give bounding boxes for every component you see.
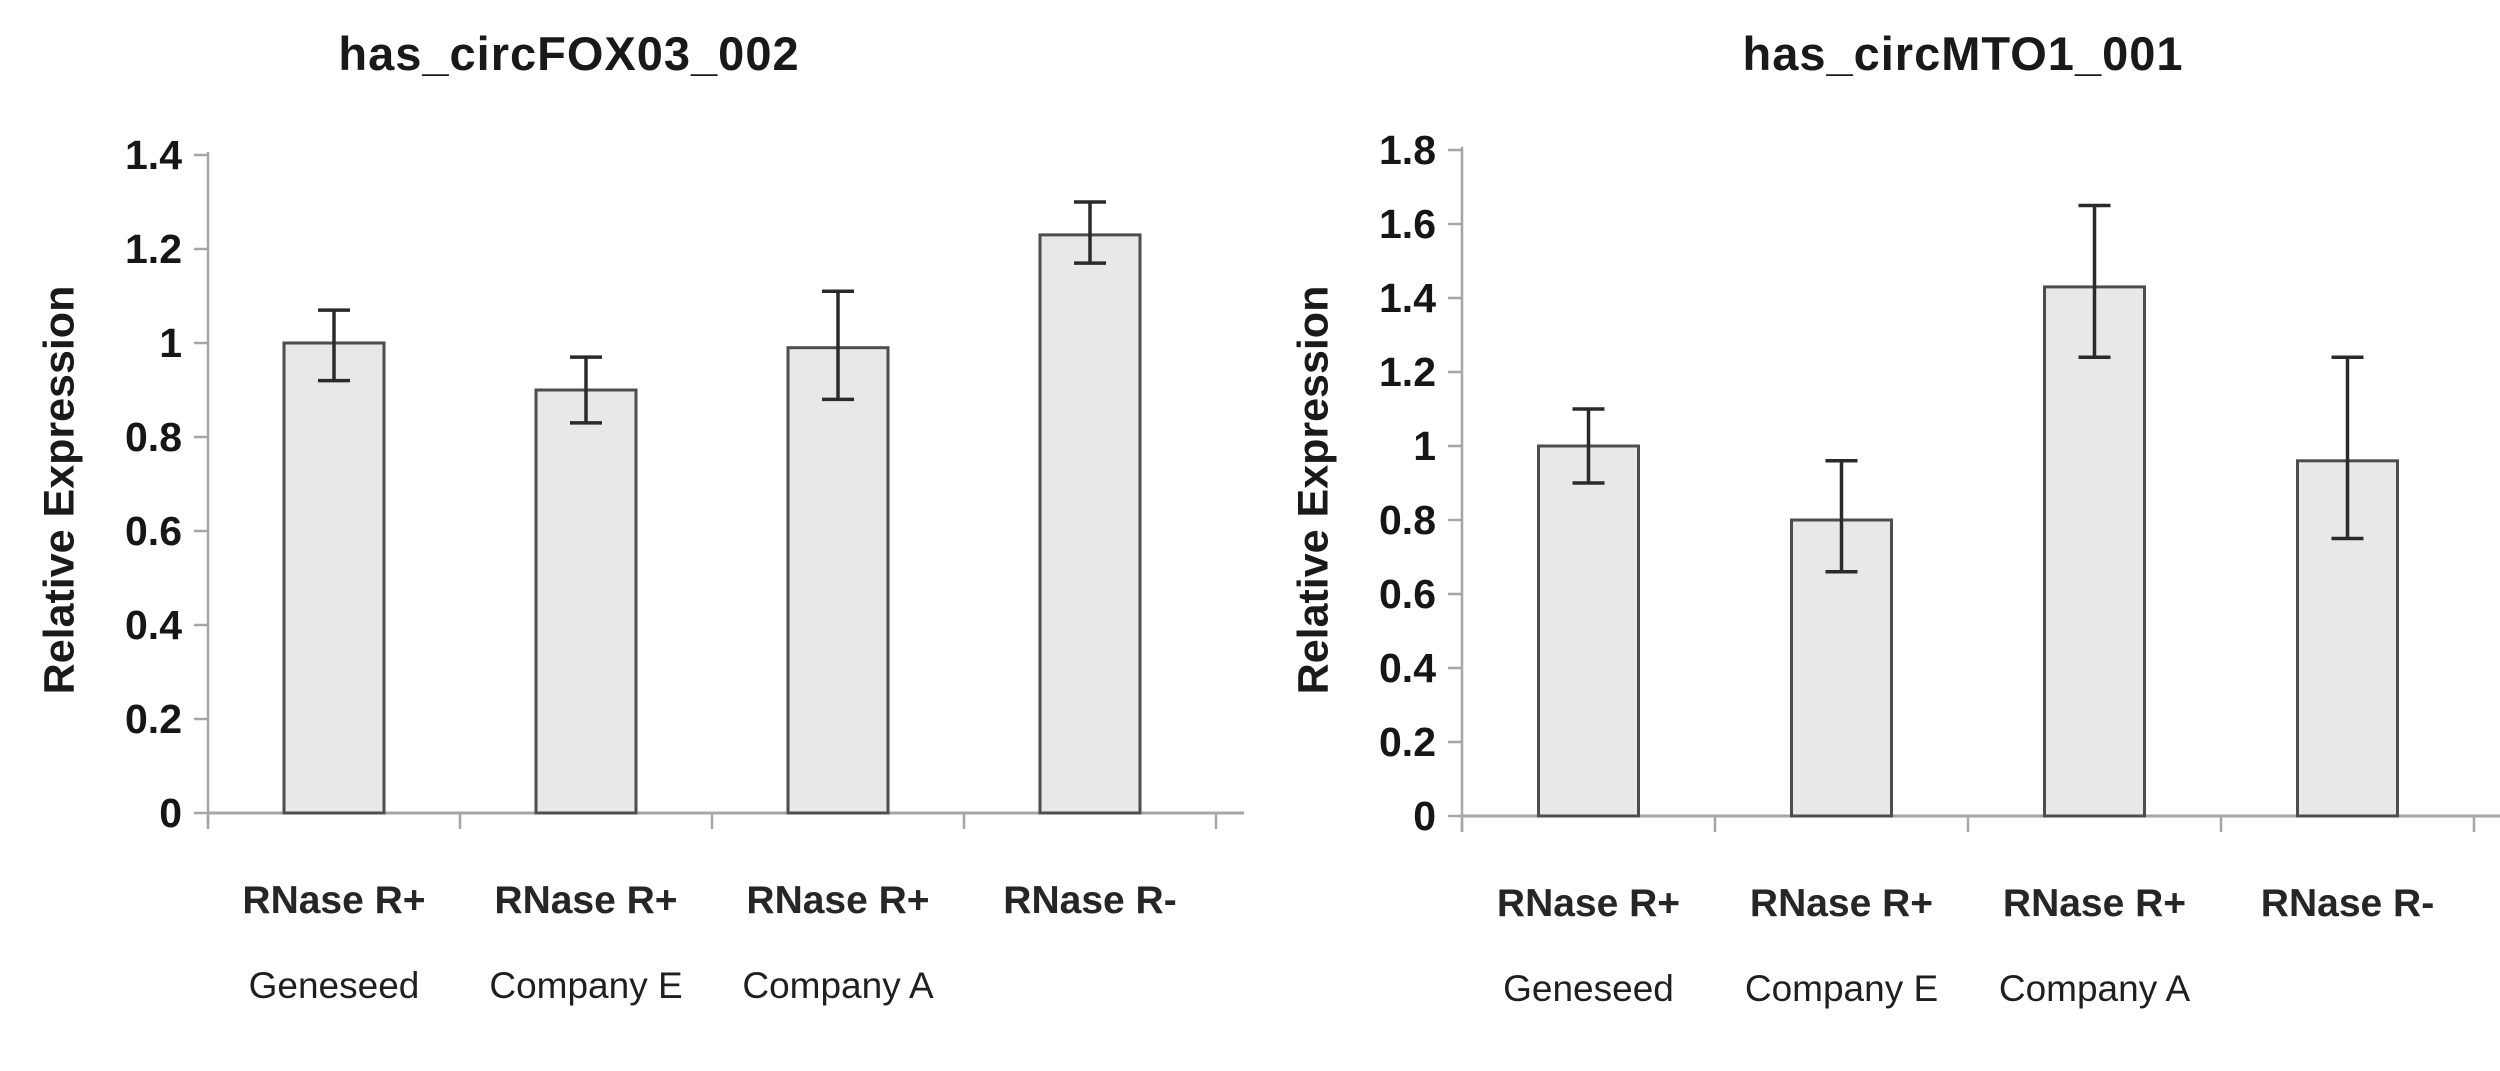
chart-title-circfox03: has_circFOX03_002 xyxy=(338,27,800,80)
category-label-2: RNase R+ xyxy=(1750,882,1933,925)
category-label-4: RNase R- xyxy=(2261,882,2434,925)
category-label-3: RNase R+ xyxy=(2003,882,2186,925)
y-tick-label: 0.4 xyxy=(1379,645,1436,691)
y-tick-label: 0.8 xyxy=(125,414,182,460)
group-label-1: Geneseed xyxy=(249,965,420,1006)
y-tick-label: 1 xyxy=(1413,423,1436,469)
group-label-1: Geneseed xyxy=(1503,968,1674,1009)
y-tick-label: 1.6 xyxy=(1379,201,1436,247)
bar-3 xyxy=(2043,285,2146,818)
category-label-4: RNase R- xyxy=(1003,879,1176,922)
category-label-2: RNase R+ xyxy=(494,879,677,922)
group-label-2: Company E xyxy=(489,965,682,1006)
bar-4 xyxy=(1038,233,1142,815)
bar-3 xyxy=(786,346,890,815)
y-tick-label: 1.2 xyxy=(1379,349,1436,395)
bar-chart-circfox03: 0 0.2 0.4 0.6 0.8 1 1.2 1.4 RNase R+ Geneseed RNas… xyxy=(125,132,1244,1006)
y-tick-label: 1.8 xyxy=(1379,127,1436,173)
y-tick-label: 0.6 xyxy=(125,508,182,554)
bar-chart-circmto1: 0 0.2 0.4 0.6 0.8 1 1.2 1.4 1.6 1.8 RNase R+ Genese… xyxy=(1379,127,2500,1009)
y-tick-label: 0.4 xyxy=(125,602,182,648)
category-label-3: RNase R+ xyxy=(746,879,929,922)
y-tick-label: 1.2 xyxy=(125,226,182,272)
bar-2 xyxy=(534,388,638,815)
chart-title-circmto1: has_circMTO1_001 xyxy=(1742,27,2184,80)
y-tick-label: 0 xyxy=(159,790,182,836)
chart-panel-circmto1: has_circMTO1_001 Relative Expression 0 0.… xyxy=(1250,0,2500,1071)
bar-1 xyxy=(282,341,386,815)
y-tick-label: 0.2 xyxy=(125,696,182,742)
y-tick-label: 0.8 xyxy=(1379,497,1436,543)
y-tick-label: 1 xyxy=(159,320,182,366)
group-label-3: Company A xyxy=(742,965,934,1006)
y-tick-label: 0 xyxy=(1413,793,1436,839)
category-label-1: RNase R+ xyxy=(1497,882,1680,925)
bar-1 xyxy=(1537,444,1640,818)
y-tick-label: 0.6 xyxy=(1379,571,1436,617)
group-label-2: Company E xyxy=(1745,968,1938,1009)
y-tick-label: 1.4 xyxy=(1379,275,1436,321)
y-tick-label: 1.4 xyxy=(125,132,182,178)
y-tick-label: 0.2 xyxy=(1379,719,1436,765)
category-label-1: RNase R+ xyxy=(242,879,425,922)
group-label-3: Company A xyxy=(1999,968,2191,1009)
